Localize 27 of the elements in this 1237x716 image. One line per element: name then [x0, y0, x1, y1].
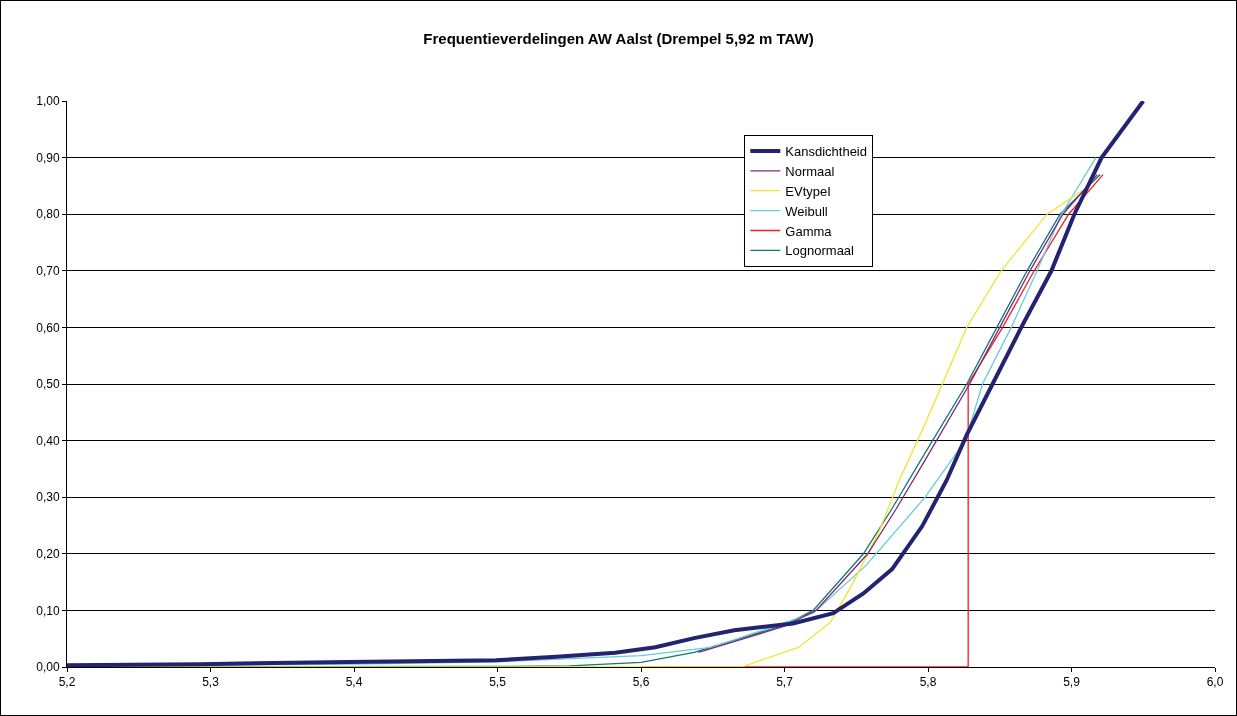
x-tick-label: 5,7 — [776, 675, 794, 690]
y-tick-label: 0,50 — [36, 377, 60, 392]
legend-label: Weibull — [785, 203, 828, 219]
x-tick-label: 5,4 — [345, 675, 363, 690]
legend-label: Kansdichtheid — [785, 143, 867, 159]
y-tick-label: 0,90 — [36, 150, 60, 165]
legend-label: Normaal — [785, 163, 835, 179]
legend-label: EVtypeI — [785, 183, 831, 199]
x-tick-label: 5,8 — [919, 675, 937, 690]
y-tick-label: 1,00 — [36, 94, 60, 109]
x-tick-label: 5,2 — [58, 675, 76, 690]
y-tick-label: 0,00 — [36, 660, 60, 675]
x-tick-label: 5,9 — [1063, 675, 1081, 690]
y-tick-label: 0,70 — [36, 264, 60, 278]
x-tick-label: 5,3 — [202, 675, 220, 690]
y-tick-label: 0,40 — [36, 433, 60, 448]
y-tick-label: 0,20 — [36, 547, 60, 561]
y-tick-label: 0,80 — [36, 207, 60, 222]
chart-title: Frequentieverdelingen AW Aalst (Drempel 5,92 m TAW) — [423, 29, 814, 47]
y-tick-label: 0,30 — [36, 490, 60, 505]
y-tick-label: 0,60 — [36, 320, 60, 335]
x-tick-label: 5,6 — [632, 675, 650, 690]
x-tick-label: 5,5 — [489, 675, 507, 690]
legend-label: Lognormaal — [785, 243, 855, 259]
legend-label: Gamma — [785, 223, 833, 239]
y-tick-label: 0,10 — [36, 603, 60, 618]
x-tick-label: 6,0 — [1206, 675, 1224, 690]
